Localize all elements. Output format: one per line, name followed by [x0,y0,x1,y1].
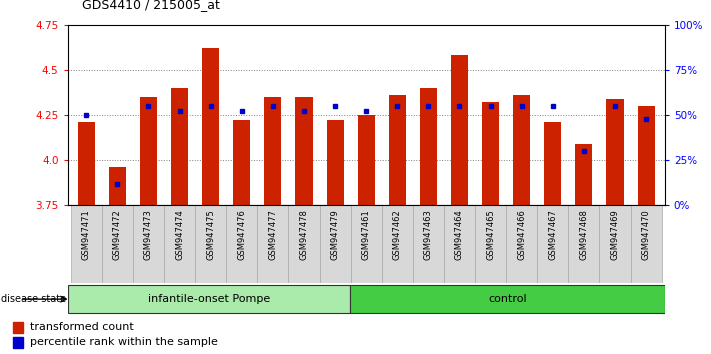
Text: GSM947471: GSM947471 [82,209,91,260]
Bar [575,144,592,205]
Bar [351,285,665,314]
Text: GSM947479: GSM947479 [331,209,340,260]
Bar [70,205,102,283]
Bar [233,120,250,205]
Text: GSM947461: GSM947461 [362,209,370,260]
Bar [195,205,226,283]
Bar [544,122,562,205]
Bar [289,205,319,283]
Bar [568,205,599,283]
Text: GSM947468: GSM947468 [579,209,589,260]
Text: GSM947475: GSM947475 [206,209,215,260]
Bar [226,205,257,283]
Bar [68,285,351,314]
Bar [264,97,282,205]
Bar [202,48,219,205]
Text: GSM947465: GSM947465 [486,209,495,260]
Text: infantile-onset Pompe: infantile-onset Pompe [148,294,270,304]
Text: transformed count: transformed count [30,322,134,332]
Bar [77,122,95,205]
Text: GSM947476: GSM947476 [237,209,246,260]
Text: GSM947462: GSM947462 [392,209,402,260]
Text: GSM947474: GSM947474 [175,209,184,260]
Bar [389,95,406,205]
Bar [513,95,530,205]
Text: disease state: disease state [1,294,66,304]
Text: GSM947472: GSM947472 [113,209,122,260]
Bar [413,205,444,283]
Bar [326,120,343,205]
Bar [538,205,568,283]
Text: GSM947469: GSM947469 [611,209,619,260]
Bar [631,205,662,283]
Text: GSM947467: GSM947467 [548,209,557,260]
Bar [133,205,164,283]
Bar [419,88,437,205]
Bar [358,115,375,205]
Text: GSM947470: GSM947470 [641,209,651,260]
Text: GSM947464: GSM947464 [455,209,464,260]
Bar [13,322,23,333]
Bar [599,205,631,283]
Bar [109,167,126,205]
Bar [319,205,351,283]
Bar [164,205,195,283]
Bar [638,106,655,205]
Bar [606,99,624,205]
Bar [351,205,382,283]
Text: percentile rank within the sample: percentile rank within the sample [30,337,218,347]
Text: GSM947478: GSM947478 [299,209,309,260]
Bar [171,88,188,205]
Text: GSM947473: GSM947473 [144,209,153,260]
Text: control: control [488,294,527,304]
Bar [475,205,506,283]
Bar [13,337,23,348]
Text: GSM947463: GSM947463 [424,209,433,260]
Bar [102,205,133,283]
Bar [257,205,289,283]
Bar [140,97,157,205]
Text: GDS4410 / 215005_at: GDS4410 / 215005_at [82,0,220,11]
Bar [506,205,538,283]
Text: GSM947466: GSM947466 [517,209,526,260]
Text: GSM947477: GSM947477 [268,209,277,260]
Bar [444,205,475,283]
Bar [295,97,313,205]
Bar [451,56,468,205]
Bar [482,102,499,205]
Bar [382,205,413,283]
